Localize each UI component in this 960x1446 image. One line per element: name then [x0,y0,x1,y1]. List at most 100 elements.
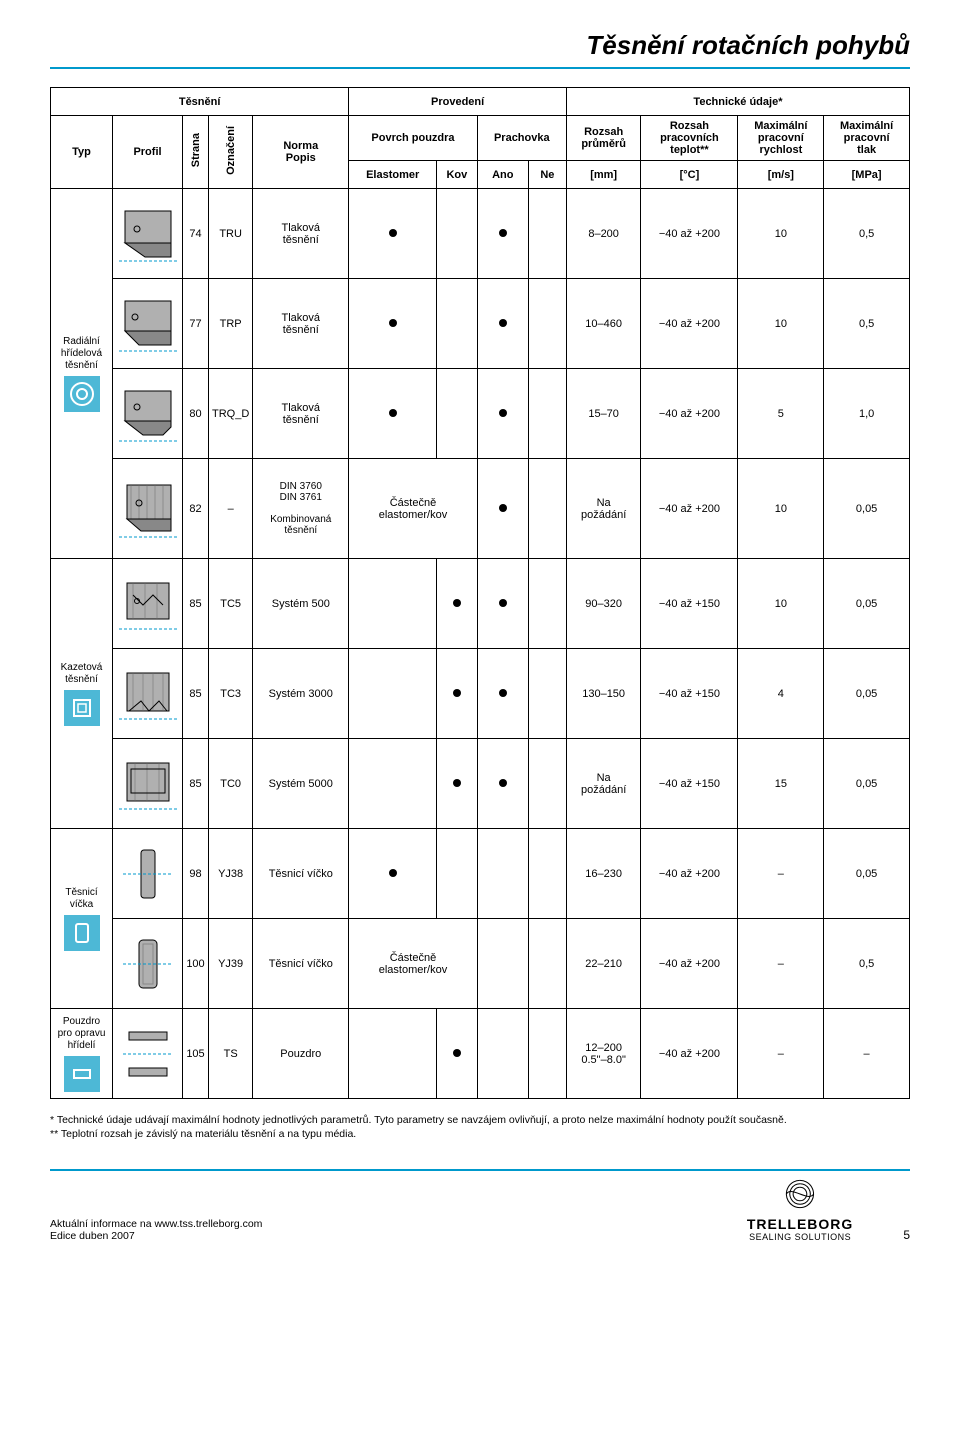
cell-kov [437,189,478,279]
cell-ne [528,189,566,279]
hdr-prumeru: Rozsah průměrů [566,116,640,161]
cat-vicka-label: Těsnicí víčka [65,887,97,910]
footnotes: * Technické údaje udávají maximální hodn… [50,1113,910,1141]
hdr-prachovka: Prachovka [477,116,566,161]
hdr-provedeni: Provedení [349,88,567,116]
footer-left: Aktuální informace na www.tss.trelleborg… [50,1218,262,1242]
hdr-strana: Strana [190,133,202,167]
cell-ne [528,369,566,459]
cell-ne [528,919,566,1009]
cell-code: – [209,459,253,559]
cell-code: TRP [209,279,253,369]
cell-code: YJ39 [209,919,253,1009]
cell-temp: −40 až +200 [641,369,738,459]
cell-desc: Těsnicí víčko [253,919,349,1009]
profile-tc3 [113,649,183,739]
cell-elast [349,649,437,739]
cell-elast [349,189,437,279]
cell-elast [349,829,437,919]
cell-speed: – [738,919,824,1009]
cell-temp: −40 až +200 [641,459,738,559]
cell-speed: 5 [738,369,824,459]
page-title: Těsnění rotačních pohybů [586,30,910,60]
cell-press: 0,05 [824,559,910,649]
cell-press: 0,5 [824,189,910,279]
page-number: 5 [903,1228,910,1242]
cat-radial: Radiální hřídelová těsnění [51,189,113,559]
brand-name: TRELLEBORG [747,1216,853,1232]
hdr-elastomer: Elastomer [349,161,437,189]
table-row: Radiální hřídelová těsnění 74 TRU Tlakov… [51,189,910,279]
cell-range: 22–210 [566,919,640,1009]
cell-page: 85 [183,739,209,829]
cell-code: TRQ_D [209,369,253,459]
hdr-tlak: Maximální pracovní tlak [824,116,910,161]
seal-table: Těsnění Provedení Technické údaje* Typ P… [50,87,910,1099]
cell-elast [349,1009,437,1099]
cell-kov [437,369,478,459]
footnote-1: * Technické údaje udávají maximální hodn… [50,1113,910,1127]
cell-desc: Pouzdro [253,1009,349,1099]
sleeve-icon [64,1056,100,1092]
cell-elast [349,369,437,459]
cell-page: 85 [183,559,209,649]
cell-range: 8–200 [566,189,640,279]
table-row: 85 TC0 Systém 5000 Na požádání −40 až +1… [51,739,910,829]
cell-temp: −40 až +150 [641,559,738,649]
hdr-mpa: [MPa] [824,161,910,189]
cell-elast-txt: Částečně elastomer/kov [349,459,477,559]
table-row: 80 TRQ_D Tlaková těsnění 15–70 −40 až +2… [51,369,910,459]
cell-ne [528,459,566,559]
cell-press: 0,05 [824,739,910,829]
profile-tc5 [113,559,183,649]
cell-desc: Systém 3000 [253,649,349,739]
cell-temp: −40 až +150 [641,649,738,739]
cat-radial-label: Radiální hřídelová těsnění [61,336,102,371]
cell-kov [437,1009,478,1099]
cell-press: 0,05 [824,829,910,919]
cell-range: 15–70 [566,369,640,459]
page-footer: Aktuální informace na www.tss.trelleborg… [50,1169,910,1242]
cell-code: YJ38 [209,829,253,919]
cell-ne [528,649,566,739]
hdr-typ: Typ [51,116,113,189]
hdr-povrch: Povrch pouzdra [349,116,477,161]
table-row: 82 – DIN 3760 DIN 3761 Kombinovaná těsně… [51,459,910,559]
profile-din [113,459,183,559]
cell-desc: Tlaková těsnění [253,189,349,279]
cell-range: 10–460 [566,279,640,369]
cell-ano [477,559,528,649]
cat-pouzdro-label: Pouzdro pro opravu hřídelí [58,1016,106,1051]
cell-ano [477,829,528,919]
hdr-ne: Ne [528,161,566,189]
cell-kov [437,559,478,649]
cell-ano [477,1009,528,1099]
cat-pouzdro: Pouzdro pro opravu hřídelí [51,1009,113,1099]
table-row: Kazetová těsnění 85 TC5 Systém 500 90–32… [51,559,910,649]
hdr-normapopis: Norma Popis [253,116,349,189]
hdr-c: [°C] [641,161,738,189]
cell-desc: Systém 5000 [253,739,349,829]
cat-kazeta-label: Kazetová těsnění [61,662,103,685]
hdr-profil: Profil [113,116,183,189]
cell-code: TRU [209,189,253,279]
cell-desc: Těsnicí víčko [253,829,349,919]
cell-page: 85 [183,649,209,739]
cell-code: TC3 [209,649,253,739]
cat-kazeta: Kazetová těsnění [51,559,113,829]
cell-temp: −40 až +200 [641,189,738,279]
cell-code: TS [209,1009,253,1099]
cell-speed: 4 [738,649,824,739]
cell-ne [528,1009,566,1099]
footer-right: TRELLEBORG SEALING SOLUTIONS 5 [747,1177,910,1242]
cell-page: 77 [183,279,209,369]
footer-info: Aktuální informace na www.tss.trelleborg… [50,1218,262,1230]
cassette-seal-icon [64,690,100,726]
cell-ano [477,279,528,369]
table-row: 100 YJ39 Těsnicí víčko Částečně elastome… [51,919,910,1009]
cell-press: 1,0 [824,369,910,459]
footer-edition: Edice duben 2007 [50,1230,262,1242]
cell-ano [477,369,528,459]
profile-ts [113,1009,183,1099]
hdr-mm: [mm] [566,161,640,189]
